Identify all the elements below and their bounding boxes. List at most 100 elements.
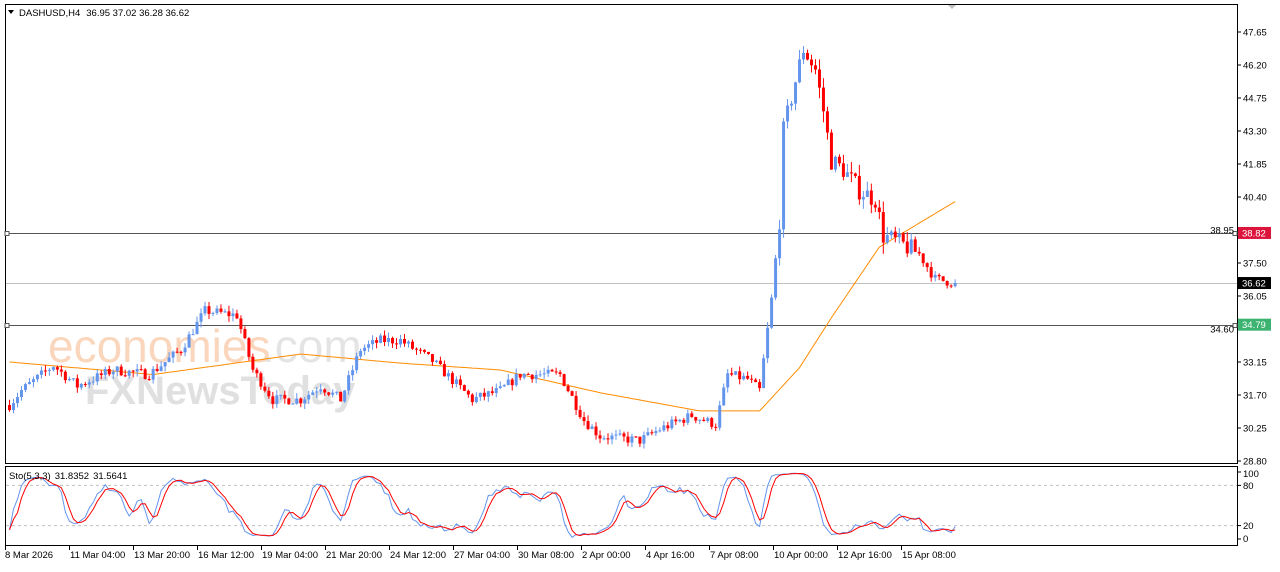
candle — [367, 340, 371, 352]
candle-body — [634, 436, 638, 438]
candle-body — [562, 374, 566, 386]
candle-body — [694, 417, 698, 421]
candle-body — [945, 280, 949, 286]
level-price-badge — [1238, 318, 1271, 331]
candle-body — [474, 396, 478, 403]
candle-body — [103, 369, 107, 376]
candle — [407, 340, 410, 348]
candle — [614, 429, 618, 440]
y-tick-label: 28.80 — [1243, 457, 1267, 468]
candle — [790, 100, 794, 111]
candle-body — [15, 397, 19, 404]
candle — [434, 359, 438, 364]
candle-body — [881, 212, 885, 243]
candle — [666, 421, 670, 432]
candle-body — [63, 371, 67, 381]
candle-body — [47, 369, 51, 371]
candle — [706, 416, 710, 423]
candle-body — [43, 370, 47, 372]
candle-body — [566, 385, 570, 392]
candle-body — [167, 357, 171, 363]
stoch-tick-label: 20 — [1243, 521, 1254, 532]
candle — [283, 390, 287, 404]
candle-body — [538, 374, 542, 376]
candle — [598, 430, 602, 444]
candle-body — [865, 190, 869, 197]
candle — [750, 374, 754, 384]
candle-body — [27, 382, 31, 385]
y-tick-label: 34.60 — [1210, 325, 1234, 336]
candle-body — [610, 435, 614, 440]
candle-body — [578, 409, 582, 418]
candle — [163, 362, 167, 372]
candle-body — [255, 369, 259, 374]
x-tick-label: 10 Apr 00:00 — [774, 550, 828, 561]
candle — [387, 332, 391, 347]
candle — [686, 409, 690, 426]
candle-body — [486, 391, 490, 397]
candle — [359, 348, 363, 360]
candle-body — [179, 351, 183, 353]
candle — [315, 386, 319, 398]
candle-body — [371, 340, 375, 345]
candle-body — [722, 387, 726, 406]
candle-body — [678, 419, 682, 422]
candle — [391, 336, 395, 348]
candle — [542, 367, 546, 379]
candle — [478, 392, 482, 401]
candle-body — [598, 435, 602, 439]
candle-body — [35, 374, 39, 380]
candle-body — [758, 382, 762, 389]
candle — [215, 305, 219, 315]
candle-body — [323, 389, 327, 393]
x-tick-label: 12 Apr 16:00 — [838, 550, 892, 561]
x-tick-label: 8 Mar 2026 — [5, 550, 53, 561]
candle — [171, 350, 175, 364]
candle — [909, 233, 913, 255]
candle-body — [558, 372, 562, 375]
candle — [123, 369, 127, 378]
candle — [562, 373, 566, 387]
candle — [107, 365, 111, 377]
candle-body — [762, 358, 766, 389]
candle — [59, 365, 63, 377]
candle — [207, 301, 211, 319]
candle — [139, 364, 143, 371]
candle-body — [410, 341, 414, 349]
candle-body — [698, 419, 702, 421]
candle-body — [929, 267, 933, 278]
candle-body — [183, 347, 187, 353]
candle — [231, 308, 235, 322]
candle — [147, 375, 151, 381]
candle — [929, 261, 933, 282]
candle-body — [618, 433, 622, 435]
candle — [187, 331, 191, 348]
candle — [538, 370, 542, 378]
candle-body — [203, 306, 207, 314]
candle-body — [111, 371, 115, 375]
shift-marker-icon[interactable] — [948, 5, 956, 9]
candle-body — [802, 52, 806, 60]
level-handle — [4, 323, 10, 328]
candle — [770, 294, 774, 329]
candle — [470, 393, 474, 406]
candle-body — [770, 297, 774, 328]
candle — [311, 390, 315, 396]
candle-body — [466, 390, 470, 395]
candle — [347, 370, 351, 395]
candle-body — [666, 425, 670, 429]
x-tick-label: 24 Mar 12:00 — [390, 550, 446, 561]
dropdown-triangle-icon[interactable] — [8, 10, 14, 14]
candle — [371, 335, 375, 350]
candle — [905, 232, 909, 258]
candle — [183, 343, 187, 357]
candle-body — [662, 425, 666, 431]
candle — [869, 183, 873, 214]
candle — [399, 334, 403, 348]
y-tick-label: 43.30 — [1243, 127, 1267, 138]
candle-body — [670, 419, 674, 429]
candle — [953, 279, 957, 288]
candle — [295, 393, 299, 405]
candle — [849, 162, 853, 183]
